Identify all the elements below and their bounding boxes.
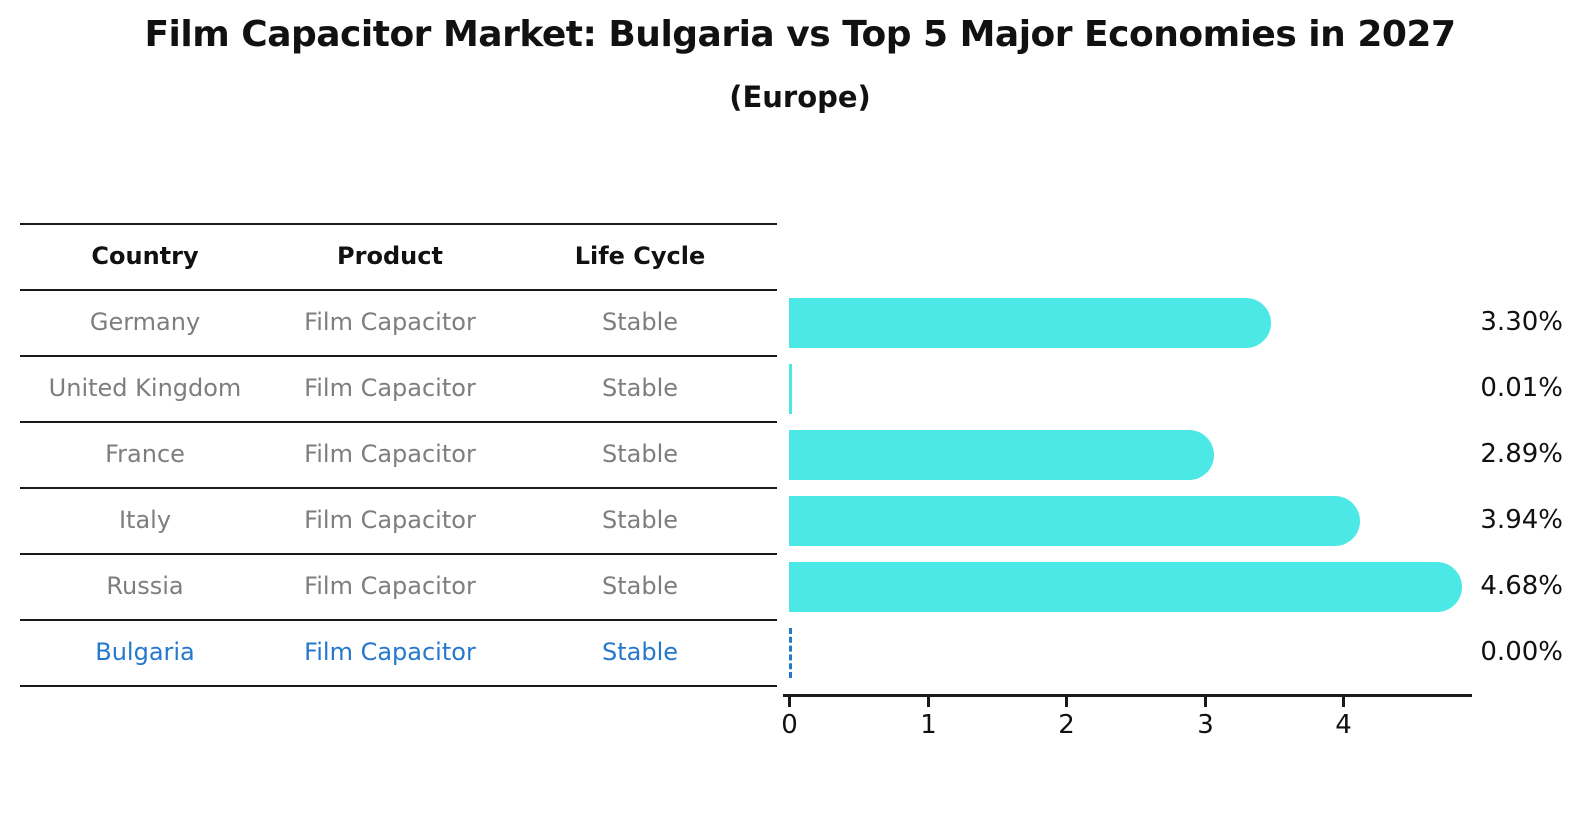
chart-title: Film Capacitor Market: Bulgaria vs Top 5… xyxy=(144,14,1456,55)
bar-italy xyxy=(789,496,1360,546)
row-separator xyxy=(20,289,777,291)
table-row-germany: Germany Film Capacitor Stable xyxy=(20,289,777,355)
bar-value-label: 0.01% xyxy=(1480,373,1563,403)
x-axis-tick: 1 xyxy=(920,694,937,740)
cell-life-cycle: Stable xyxy=(601,506,679,534)
cell-product: Film Capacitor xyxy=(304,638,476,666)
cell-country: United Kingdom xyxy=(48,374,242,402)
x-axis-tick-label: 3 xyxy=(1197,710,1214,740)
header-cell-country: Country xyxy=(91,242,199,270)
cell-product: Film Capacitor xyxy=(304,440,476,468)
row-separator xyxy=(20,487,777,489)
bar-value-label: 3.30% xyxy=(1480,307,1563,337)
row-separator xyxy=(20,223,777,225)
bar-united-kingdom xyxy=(789,364,792,414)
cell-product: Film Capacitor xyxy=(304,308,476,336)
cell-life-cycle: Stable xyxy=(601,440,679,468)
cell-country: Italy xyxy=(118,506,172,534)
row-separator xyxy=(20,421,777,423)
x-axis-tick-label: 0 xyxy=(781,710,798,740)
bar-value-label: 4.68% xyxy=(1480,571,1563,601)
header-cell-product: Product xyxy=(337,242,443,270)
table-header-row: Country Product Life Cycle xyxy=(20,223,777,289)
cell-country: France xyxy=(105,440,185,468)
bar-value-label: 2.89% xyxy=(1480,439,1563,469)
row-separator xyxy=(20,553,777,555)
table-row-bulgaria: Bulgaria Film Capacitor Stable xyxy=(20,619,777,685)
table-row-france: France Film Capacitor Stable xyxy=(20,421,777,487)
cell-country: Bulgaria xyxy=(95,638,195,666)
row-separator xyxy=(20,619,777,621)
bar-germany xyxy=(789,298,1271,348)
cell-country: Russia xyxy=(106,572,184,600)
x-axis-tick: 4 xyxy=(1335,694,1352,740)
cell-product: Film Capacitor xyxy=(304,506,476,534)
bar-value-label: 0.00% xyxy=(1480,637,1563,667)
cell-life-cycle: Stable xyxy=(601,638,679,666)
bar-value-label: 3.94% xyxy=(1480,505,1563,535)
bar-bulgaria xyxy=(789,628,792,678)
table-row-russia: Russia Film Capacitor Stable xyxy=(20,553,777,619)
cell-product: Film Capacitor xyxy=(304,374,476,402)
table-row-united-kingdom: United Kingdom Film Capacitor Stable xyxy=(20,355,777,421)
x-axis-tick-label: 2 xyxy=(1058,710,1075,740)
cell-product: Film Capacitor xyxy=(304,572,476,600)
x-axis-tick-label: 1 xyxy=(920,710,937,740)
x-axis-tick: 2 xyxy=(1058,694,1075,740)
chart-subtitle: (Europe) xyxy=(729,80,871,114)
row-separator xyxy=(20,355,777,357)
cell-life-cycle: Stable xyxy=(601,374,679,402)
header-cell-life-cycle: Life Cycle xyxy=(574,242,706,270)
x-axis-tick-label: 4 xyxy=(1335,710,1352,740)
table-row-italy: Italy Film Capacitor Stable xyxy=(20,487,777,553)
x-axis-tick: 0 xyxy=(781,694,798,740)
cell-life-cycle: Stable xyxy=(601,572,679,600)
cell-country: Germany xyxy=(89,308,201,336)
row-separator xyxy=(20,685,777,687)
x-axis-line xyxy=(783,694,1472,697)
bar-russia xyxy=(789,562,1462,612)
bar-france xyxy=(789,430,1214,480)
cell-life-cycle: Stable xyxy=(601,308,679,336)
x-axis-tick: 3 xyxy=(1197,694,1214,740)
